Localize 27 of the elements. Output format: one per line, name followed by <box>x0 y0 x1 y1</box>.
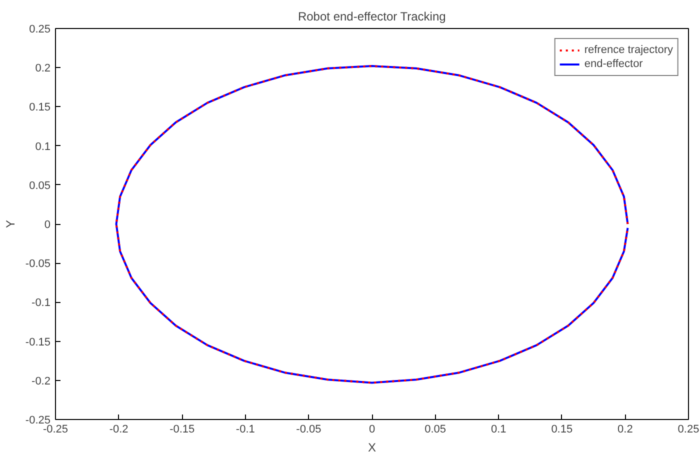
y-axis-title: Y <box>3 220 18 228</box>
x-tick-label: 0.1 <box>490 424 506 436</box>
legend-label: end-effector <box>584 57 643 71</box>
x-tick-label: 0.05 <box>424 424 446 436</box>
x-tick-label: 0.15 <box>551 424 573 436</box>
x-tick-label: -0.25 <box>42 424 68 436</box>
chart-title: Robot end-effector Tracking <box>298 10 446 24</box>
y-tick-label: -0.25 <box>25 414 51 426</box>
x-tick-label: -0.05 <box>296 424 322 436</box>
x-tick-label: 0.2 <box>618 424 633 436</box>
y-tick-label: -0.1 <box>32 297 51 310</box>
y-tick-label: 0.15 <box>29 102 51 114</box>
y-tick-label: 0.25 <box>29 24 51 36</box>
y-tick-label: -0.15 <box>25 336 51 348</box>
y-tick-label: -0.05 <box>25 258 51 270</box>
x-tick-label: -0.1 <box>236 424 255 436</box>
y-tick-label: 0.2 <box>35 62 51 75</box>
x-tick-label: 0.25 <box>678 424 700 436</box>
y-tick-label: 0 <box>44 219 51 231</box>
y-tick-label: -0.2 <box>32 375 51 388</box>
x-axis-title: X <box>368 440 376 454</box>
x-tick-label: 0 <box>368 424 376 436</box>
legend-label: refrence trajectory <box>584 43 673 57</box>
x-tick-label: -0.2 <box>109 424 128 436</box>
x-tick-label: -0.15 <box>170 424 195 436</box>
y-tick-label: 0.1 <box>35 140 51 153</box>
y-tick-label: 0.05 <box>29 180 51 192</box>
